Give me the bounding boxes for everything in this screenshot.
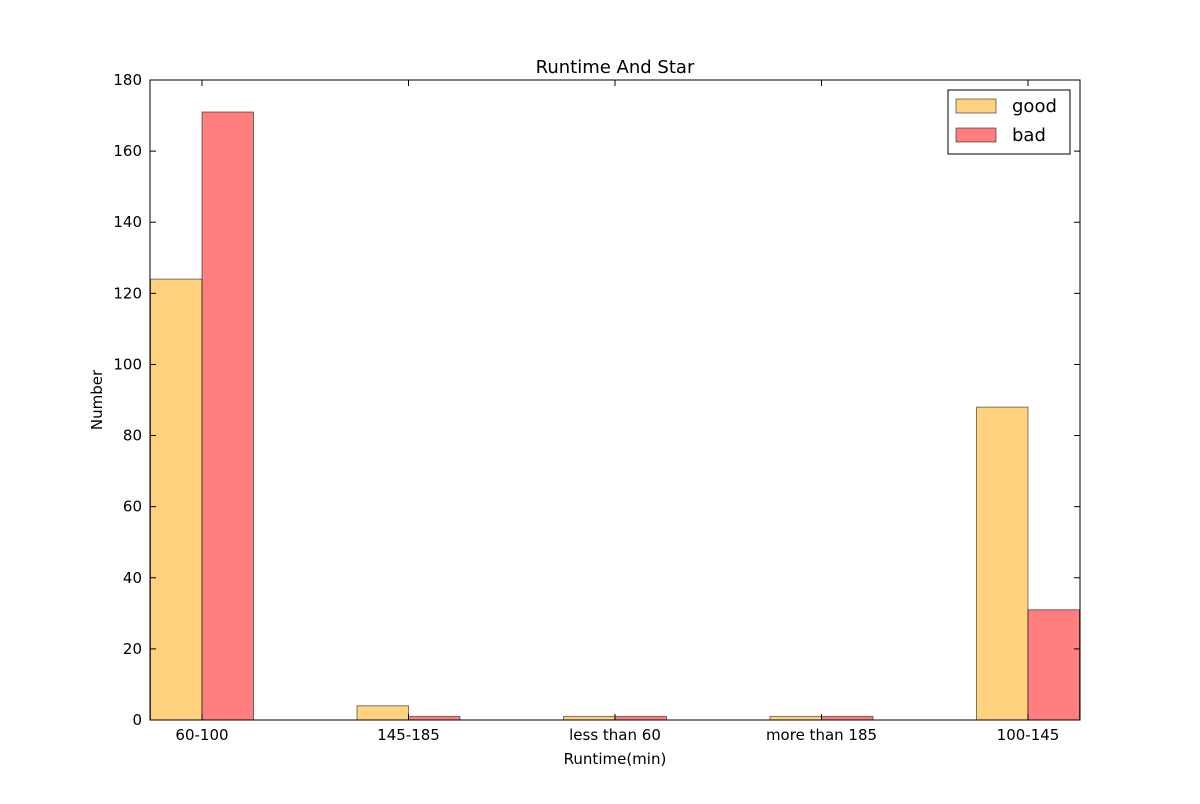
legend-label-bad: bad (1012, 125, 1046, 146)
y-tick-label-1: 20 (123, 640, 142, 658)
bars-layer (150, 111, 1080, 721)
ticks-layer: 0 20 40 60 80 100 120 140 160 180 60-100 145-185 les… (113, 71, 1080, 744)
legend-swatch-good (955, 98, 997, 114)
bar-good-1 (356, 705, 409, 721)
y-tick-label-3: 60 (123, 498, 142, 516)
y-tick-label-5: 100 (113, 355, 142, 373)
x-tick-label-3: more than 185 (766, 726, 877, 744)
bar-good-3 (769, 715, 822, 721)
legend: good bad (947, 89, 1071, 155)
x-tick-label-1: 145-185 (377, 726, 440, 744)
bar-bad-3 (821, 715, 874, 721)
y-tick-label-2: 40 (123, 569, 142, 587)
bar-bad-1 (408, 715, 461, 721)
y-tick-label-0: 0 (132, 711, 142, 729)
y-tick-label-8: 160 (113, 142, 142, 160)
y-tick-label-4: 80 (123, 427, 142, 445)
x-axis-label: Runtime(min) (564, 750, 667, 768)
y-tick-label-6: 120 (113, 284, 142, 302)
legend-label-good: good (1012, 96, 1057, 117)
bar-good-0 (150, 278, 203, 721)
x-tick-label-0: 60-100 (175, 726, 228, 744)
bar-good-2 (563, 715, 616, 721)
y-tick-label-9: 180 (113, 71, 142, 89)
bar-bad-2 (614, 715, 667, 721)
bar-bad-0 (201, 111, 254, 721)
legend-swatch-bad (955, 127, 997, 143)
bar-bad-4 (1027, 609, 1080, 721)
x-tick-label-4: 100-145 (997, 726, 1060, 744)
chart-title: Runtime And Star (536, 57, 695, 78)
y-axis-label: Number (88, 369, 106, 430)
bar-good-4 (976, 406, 1029, 721)
x-tick-label-2: less than 60 (569, 726, 661, 744)
y-tick-label-7: 140 (113, 213, 142, 231)
